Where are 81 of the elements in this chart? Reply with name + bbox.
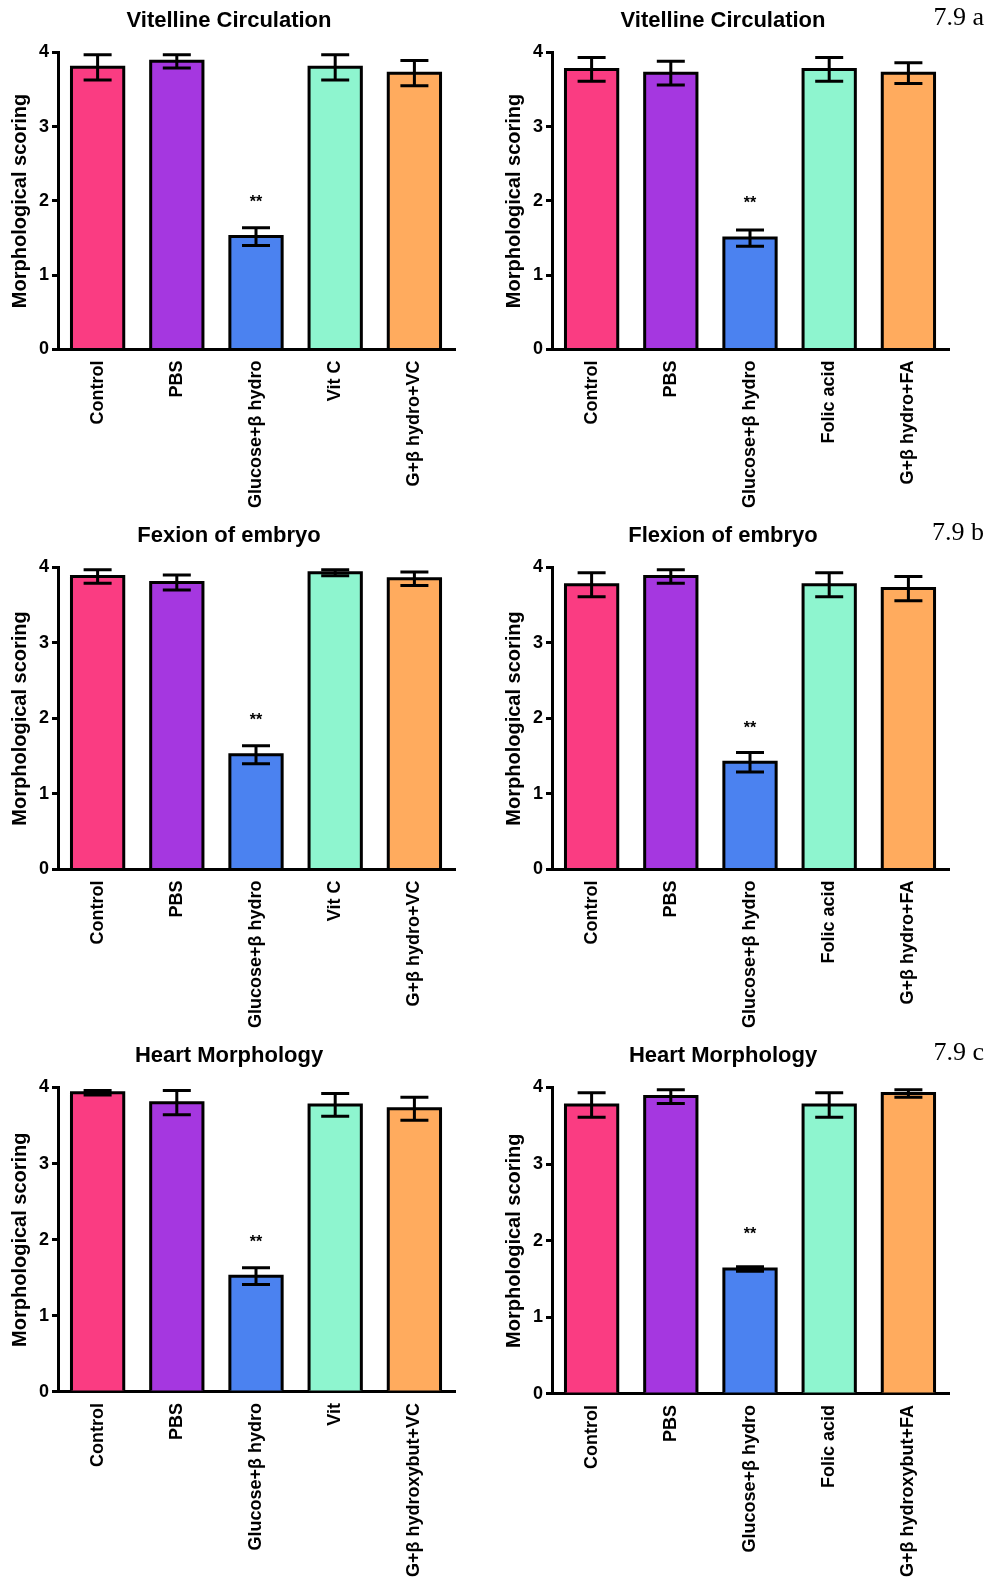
y-tick-label: 3 [533,1153,544,1174]
x-tick-label: G+β hydroxybut+VC [403,1402,424,1578]
x-tick-label: Control [580,360,601,425]
y-axis-title: Morphological scoring [501,93,524,309]
x-tick-label: Folic acid [818,360,839,444]
y-tick-label: 1 [533,264,544,285]
y-tick-label: 4 [533,41,544,62]
y-tick-label: 2 [533,707,544,728]
y-tick-label: 4 [533,556,544,577]
y-tick-label: 4 [39,1076,50,1097]
y-axis-title: Morphological scoring [501,611,524,826]
y-axis-title: Morphological scoring [7,1132,30,1347]
y-axis-title: Morphological scoring [7,611,30,826]
x-tick-label: Folic acid [818,880,839,964]
y-tick-label: 3 [533,115,544,136]
y-tick-label: 2 [39,1228,50,1249]
y-tick-label: 0 [39,858,50,879]
text: 7.9 b [932,517,984,547]
y-tick-label: 3 [39,1152,50,1173]
y-axis-title: Morphological scoring [501,1133,524,1348]
x-tick-label: Control [86,880,107,945]
y-tick-label: 1 [533,1306,544,1327]
y-tick-label: 2 [39,189,50,210]
y-tick-label: 0 [533,338,544,359]
annotation: ** [743,194,758,212]
x-tick-label: Vit [324,1402,345,1426]
y-tick-label: 1 [39,264,50,285]
annotation: ** [249,1232,264,1250]
x-tick-label: Glucose+β hydro [738,1404,759,1553]
x-tick-label: G+β hydro+FA [897,880,918,1005]
x-tick-label: Glucose+β hydro [244,880,265,1029]
y-tick-label: 1 [533,782,544,803]
chart-title: Flexion of embryo [628,522,818,548]
x-tick-label: G+β hydroxybut+FA [897,1404,918,1578]
x-tick-label: Vit C [324,360,345,402]
x-tick-label: G+β hydro+VC [403,880,424,1007]
y-tick-label: 0 [533,1382,544,1403]
y-tick-label: 2 [533,189,544,210]
x-tick-label: PBS [659,1404,680,1442]
x-tick-label: Control [580,880,601,945]
y-tick-label: 3 [533,631,544,652]
x-tick-label: Vit C [324,880,345,922]
y-tick-label: 4 [39,556,50,577]
y-tick-label: 0 [39,338,50,359]
y-tick-label: 0 [39,1380,50,1401]
x-tick-label: PBS [659,360,680,398]
chart-title: Heart Morphology [628,1042,818,1068]
y-tick-label: 2 [39,707,50,728]
y-tick-label: 0 [533,858,544,879]
x-tick-label: Glucose+β hydro [738,880,759,1029]
annotation: ** [743,718,758,736]
y-tick-label: 1 [39,782,50,803]
y-tick-label: 3 [39,631,50,652]
y-tick-label: 1 [39,1304,50,1325]
x-tick-label: PBS [659,880,680,918]
x-tick-label: PBS [165,880,186,918]
x-tick-label: Glucose+β hydro [244,1402,265,1551]
chart-title: Fexion of embryo [137,522,321,548]
text: 7.9 a [933,2,984,32]
y-tick-label: 4 [39,41,50,62]
chart-title: Vitelline Circulation [126,7,332,33]
x-tick-label: Glucose+β hydro [244,360,265,509]
x-tick-label: Folic acid [818,1404,839,1489]
chart-title: Vitelline Circulation [620,7,826,33]
chart-title: Heart Morphology [134,1042,324,1068]
x-tick-label: Control [86,1402,107,1467]
annotation: ** [249,711,264,729]
x-tick-label: G+β hydro+FA [897,360,918,485]
annotation: ** [249,192,264,210]
x-tick-label: Control [86,360,107,425]
text: 7.9 c [933,1037,984,1067]
y-tick-label: 4 [533,1076,544,1097]
annotation: ** [743,1225,758,1243]
y-tick-label: 3 [39,115,50,136]
x-tick-label: PBS [165,360,186,398]
y-tick-label: 2 [533,1229,544,1250]
x-tick-label: PBS [165,1402,186,1440]
y-axis-title: Morphological scoring [7,93,30,309]
x-tick-label: G+β hydro+VC [403,360,424,487]
x-tick-label: Glucose+β hydro [738,360,759,509]
x-tick-label: Control [580,1404,601,1469]
